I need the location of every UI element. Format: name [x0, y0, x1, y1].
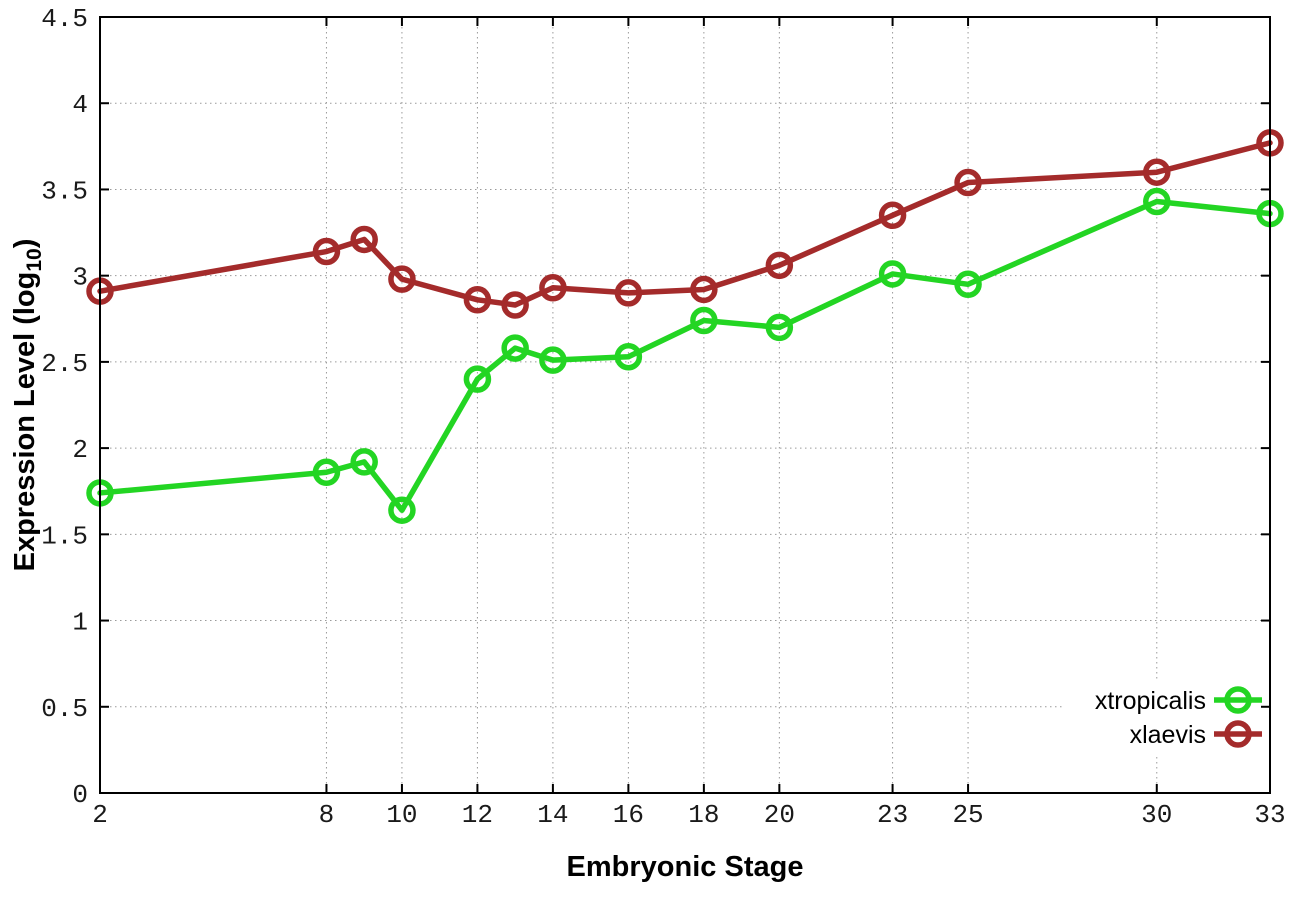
data-point-marker: [954, 270, 982, 299]
x-tick-label: 10: [386, 800, 417, 830]
data-point-marker: [388, 265, 416, 293]
tick-label-layer: 2 8 10 12 14 16 18 20 23 25 30 33 0 0.5 1 1.5 2 2.5 3 3.5 4 4…: [41, 4, 1285, 830]
x-axis-title: Embryonic Stage: [567, 851, 804, 883]
y-tick-label: 1.5: [41, 521, 88, 551]
grid-layer: [100, 17, 1270, 793]
y-axis-title-suffix: ): [9, 239, 41, 249]
x-tick-label: 12: [462, 800, 493, 830]
data-point-marker: [765, 313, 794, 342]
data-point-marker: [690, 275, 718, 304]
y-tick-label: 0.5: [41, 694, 88, 724]
series-layer: [86, 129, 1284, 524]
data-point-marker: [312, 458, 341, 487]
x-tick-label: 16: [613, 800, 644, 830]
series-line-xlaevis: [97, 140, 1273, 308]
y-axis-title: Expression Level (log10): [9, 239, 46, 572]
tick-layer: [99, 16, 1271, 794]
x-tick-label: 2: [92, 800, 108, 830]
data-point-marker: [614, 279, 643, 307]
y-tick-label: 2: [72, 435, 88, 465]
x-tick-label: 23: [877, 800, 908, 830]
data-point-marker: [878, 201, 907, 230]
data-point-marker: [539, 346, 567, 374]
y-tick-label: 4: [72, 90, 88, 120]
y-tick-label: 3: [72, 263, 88, 293]
x-tick-label: 30: [1141, 800, 1172, 830]
y-tick-label: 2.5: [41, 349, 88, 379]
data-point-marker: [501, 334, 529, 362]
data-point-marker: [765, 251, 794, 280]
data-point-marker: [690, 306, 718, 335]
data-point-marker: [614, 342, 643, 371]
x-tick-label: 33: [1254, 800, 1285, 830]
data-point-marker: [463, 365, 492, 393]
data-point-marker: [350, 225, 378, 254]
legend: xtropicalis xlaevis: [1095, 686, 1262, 749]
data-point-marker: [954, 168, 982, 197]
data-point-marker: [312, 237, 341, 266]
data-point-marker: [350, 448, 378, 476]
legend-label-xlaevis: xlaevis: [1130, 721, 1206, 749]
plot-border: [99, 16, 1271, 794]
x-tick-label: 20: [764, 800, 795, 830]
x-tick-label: 18: [688, 800, 719, 830]
y-tick-label: 1: [72, 608, 88, 638]
data-point-marker: [501, 291, 529, 319]
data-point-marker: [878, 260, 907, 288]
x-tick-label: 8: [319, 800, 335, 830]
legend-marker: [1224, 720, 1252, 748]
y-tick-label: 0: [72, 780, 88, 810]
series-line-xtropicalis: [97, 198, 1273, 513]
data-point-marker: [388, 496, 416, 524]
data-point-marker: [463, 286, 492, 314]
x-tick-label: 14: [537, 800, 568, 830]
y-tick-label: 3.5: [41, 176, 88, 206]
x-tick-label: 25: [952, 800, 983, 830]
y-tick-label: 4.5: [41, 4, 88, 34]
data-point-marker: [539, 273, 567, 302]
legend-label-xtropicalis: xtropicalis: [1095, 687, 1206, 715]
y-axis-title-subscript: 10: [23, 248, 46, 271]
y-axis-title-text: Expression Level (log: [9, 272, 41, 572]
data-point-marker: [1143, 158, 1171, 186]
legend-marker: [1224, 686, 1252, 714]
data-point-marker: [1143, 187, 1171, 216]
